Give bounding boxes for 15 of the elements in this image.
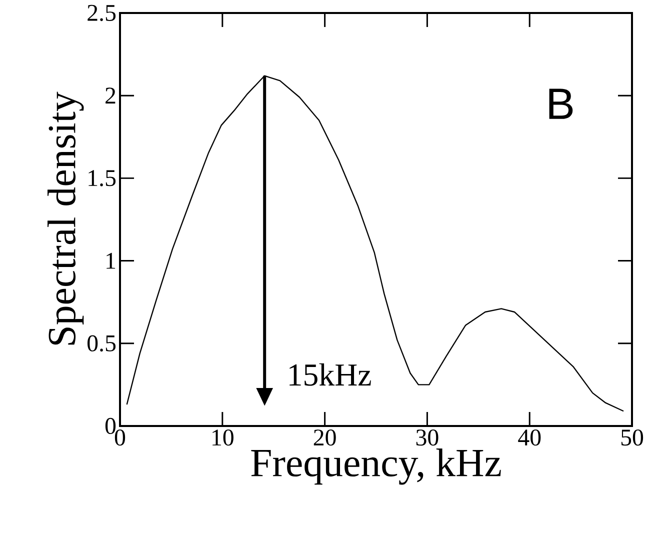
y-tick-label: 1 <box>106 252 116 269</box>
y-tick-label: 0.5 <box>88 335 116 352</box>
x-tick-label: 40 <box>518 430 541 446</box>
y-tick-label: 2 <box>106 88 116 104</box>
annotation: 15kHz <box>290 363 371 386</box>
x-tick-label: 50 <box>621 430 644 446</box>
x-axis-title: Frequency, kHz <box>251 448 501 485</box>
y-axis-title: Spectral density <box>48 92 84 345</box>
annotation: B <box>549 88 573 119</box>
y-tick-label: 2.5 <box>88 4 116 22</box>
x-tick-label: 30 <box>416 430 438 446</box>
y-tick-label: 1.5 <box>88 170 116 186</box>
x-tick-label: 20 <box>314 430 336 446</box>
y-tick-label: 0 <box>105 418 116 434</box>
x-tick-label: 10 <box>212 430 234 446</box>
